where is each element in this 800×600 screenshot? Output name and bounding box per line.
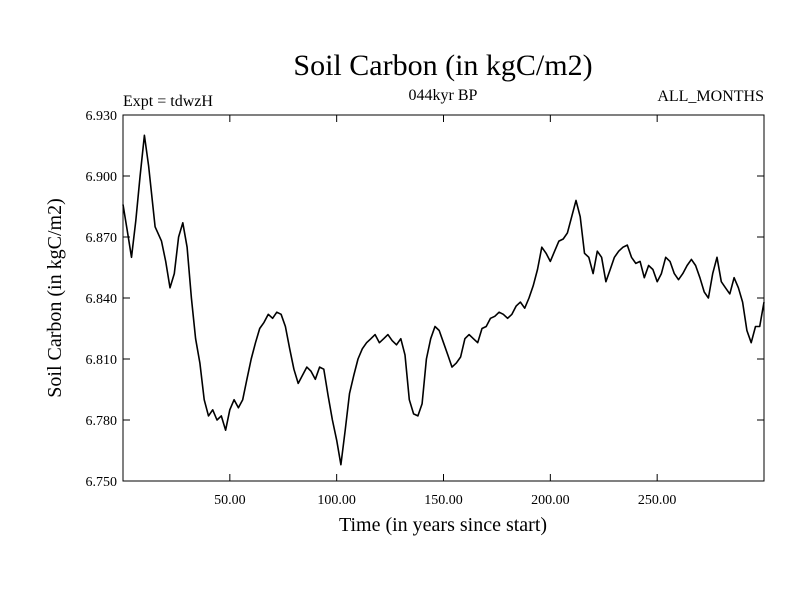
series-line — [122, 134, 765, 466]
x-axis-label: Time (in years since start) — [339, 514, 547, 536]
x-axis-ticks: 50.00 100.00 150.00 200.00 250.00 — [214, 115, 676, 508]
x-tick-label: 50.00 — [214, 493, 246, 508]
period-label: 044kyr BP — [409, 87, 478, 104]
y-axis-label: Soil Carbon (in kgC/m2) — [44, 198, 66, 397]
y-tick-label: 6.840 — [86, 292, 118, 307]
months-label: ALL_MONTHS — [657, 88, 764, 105]
x-tick-label: 250.00 — [638, 493, 677, 508]
y-tick-label: 6.750 — [86, 475, 118, 490]
chart-title: Soil Carbon (in kgC/m2) — [293, 49, 592, 82]
plot-frame — [122, 114, 765, 482]
experiment-label: Expt = tdwzH — [123, 93, 213, 110]
y-tick-label: 6.810 — [86, 353, 118, 368]
y-tick-label: 6.780 — [86, 414, 118, 429]
y-tick-label: 6.870 — [86, 231, 118, 246]
y-tick-label: 6.900 — [86, 170, 118, 185]
x-tick-label: 100.00 — [317, 493, 356, 508]
y-tick-label: 6.930 — [86, 109, 118, 124]
x-tick-label: 150.00 — [424, 493, 463, 508]
x-tick-label: 200.00 — [531, 493, 570, 508]
y-axis-ticks: 6.750 6.780 6.810 6.840 6.870 6.900 6.930 — [86, 109, 764, 490]
